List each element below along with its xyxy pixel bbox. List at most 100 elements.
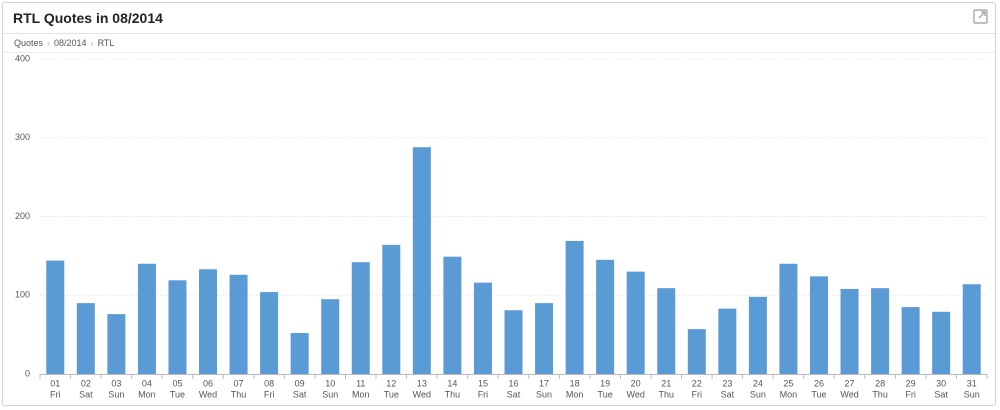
x-tick-sublabel: Mon: [780, 389, 798, 399]
x-tick-label: 27: [845, 378, 855, 388]
bar: [809, 276, 828, 374]
y-tick-label: 100: [15, 290, 30, 300]
x-tick-sublabel: Wed: [627, 389, 645, 399]
x-tick-sublabel: Fri: [692, 389, 703, 399]
x-tick-sublabel: Tue: [384, 389, 399, 399]
bar: [535, 303, 554, 374]
x-tick-sublabel: Sun: [536, 389, 552, 399]
bar: [443, 256, 462, 374]
x-tick-sublabel: Fri: [264, 389, 275, 399]
x-tick-label: 05: [172, 378, 182, 388]
x-tick-sublabel: Sat: [79, 389, 93, 399]
bar: [962, 284, 981, 374]
x-tick-sublabel: Sun: [322, 389, 338, 399]
x-tick-label: 25: [783, 378, 793, 388]
x-tick-label: 07: [234, 378, 244, 388]
x-tick-sublabel: Wed: [199, 389, 217, 399]
x-tick-label: 06: [203, 378, 213, 388]
x-tick-label: 11: [356, 378, 365, 388]
x-tick-sublabel: Tue: [598, 389, 613, 399]
bar: [779, 263, 798, 374]
bar: [565, 240, 584, 374]
x-tick-label: 20: [631, 378, 641, 388]
bar: [657, 288, 676, 374]
crumb[interactable]: RTL: [97, 38, 115, 48]
x-tick-label: 03: [111, 378, 121, 388]
y-tick-label: 200: [15, 211, 30, 221]
bar: [718, 308, 737, 374]
bar: [229, 274, 248, 374]
bar: [596, 259, 615, 374]
x-tick-sublabel: Thu: [658, 389, 674, 399]
x-tick-label: 12: [386, 378, 396, 388]
bar: [871, 288, 890, 374]
x-tick-label: 09: [295, 378, 305, 388]
x-tick-sublabel: Fri: [50, 389, 61, 399]
popout-icon[interactable]: [973, 9, 988, 24]
x-tick-sublabel: Sat: [934, 389, 948, 399]
bar: [290, 333, 309, 374]
y-tick-label: 400: [15, 53, 30, 63]
bar: [351, 262, 370, 374]
x-tick-sublabel: Mon: [566, 389, 584, 399]
x-tick-label: 02: [81, 378, 91, 388]
x-tick-label: 17: [539, 378, 549, 388]
bar: [504, 310, 523, 374]
x-tick-label: 08: [264, 378, 274, 388]
y-tick-label: 0: [25, 368, 30, 378]
x-tick-sublabel: Sun: [964, 389, 980, 399]
bar: [901, 307, 920, 374]
x-tick-sublabel: Thu: [445, 389, 461, 399]
x-tick-label: 29: [906, 378, 916, 388]
crumb[interactable]: Quotes: [14, 38, 44, 48]
x-tick-sublabel: Mon: [352, 389, 370, 399]
x-tick-label: 28: [875, 378, 885, 388]
x-tick-sublabel: Wed: [840, 389, 858, 399]
bar: [412, 147, 431, 374]
bar: [199, 269, 218, 374]
x-tick-sublabel: Sat: [293, 389, 307, 399]
bar: [932, 311, 951, 374]
x-tick-label: 19: [600, 378, 610, 388]
x-tick-label: 23: [722, 378, 732, 388]
y-tick-label: 300: [15, 132, 30, 142]
bar: [473, 282, 492, 374]
breadcrumb: Quotes › 08/2014 › RTL: [14, 38, 114, 48]
x-tick-label: 10: [325, 378, 335, 388]
bar: [107, 314, 126, 374]
x-tick-sublabel: Thu: [872, 389, 888, 399]
bar: [748, 296, 767, 374]
bar: [76, 303, 95, 374]
x-tick-sublabel: Wed: [413, 389, 431, 399]
bar: [168, 280, 187, 374]
x-tick-label: 14: [447, 378, 457, 388]
x-tick-sublabel: Thu: [231, 389, 247, 399]
x-tick-label: 24: [753, 378, 763, 388]
x-tick-label: 22: [692, 378, 702, 388]
x-tick-label: 13: [417, 378, 427, 388]
x-tick-label: 21: [661, 378, 671, 388]
x-tick-label: 15: [478, 378, 488, 388]
divider: [3, 33, 995, 34]
x-tick-label: 18: [570, 378, 580, 388]
bar: [626, 271, 645, 374]
x-tick-sublabel: Mon: [138, 389, 156, 399]
x-tick-sublabel: Fri: [478, 389, 489, 399]
x-tick-label: 30: [936, 378, 946, 388]
crumb-separator: ›: [47, 38, 51, 48]
panel-title: RTL Quotes in 08/2014: [13, 10, 163, 26]
x-tick-sublabel: Sat: [507, 389, 521, 399]
x-tick-label: 31: [967, 378, 977, 388]
x-tick-sublabel: Tue: [170, 389, 185, 399]
panel: RTL Quotes in 08/2014 Quotes › 08/2014 › R…: [2, 2, 996, 406]
bar: [260, 292, 279, 374]
x-tick-sublabel: Tue: [811, 389, 826, 399]
bar: [382, 244, 401, 374]
crumb[interactable]: 08/2014: [54, 38, 87, 48]
x-tick-sublabel: Sun: [750, 389, 766, 399]
x-tick-label: 16: [508, 378, 518, 388]
bar: [321, 299, 340, 374]
bar: [687, 329, 706, 374]
